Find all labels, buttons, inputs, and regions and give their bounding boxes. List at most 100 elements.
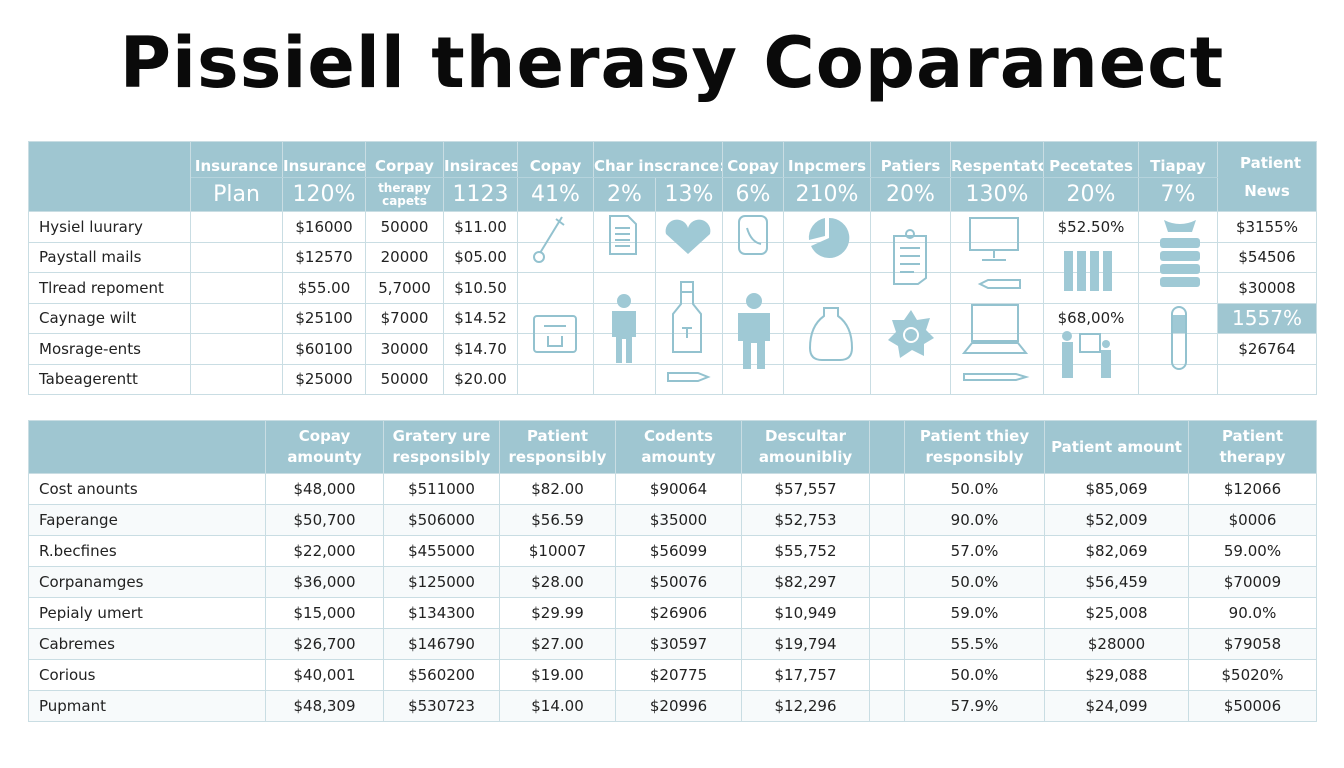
icon-cell <box>655 272 723 304</box>
icon-cell <box>517 302 594 334</box>
column-header: Patient amount <box>1044 420 1189 474</box>
column-header-value: 41% <box>517 177 594 212</box>
cell <box>869 659 905 691</box>
icon-cell <box>593 272 656 304</box>
icon-cell <box>950 211 1044 243</box>
cell: 50000 <box>365 211 444 243</box>
icon-cell <box>870 302 951 334</box>
cell: 50.0% <box>904 566 1045 598</box>
cell: $70009 <box>1188 566 1317 598</box>
column-header: Patiers <box>870 141 951 178</box>
column-header: Patient thiey responsibly <box>904 420 1045 474</box>
cell <box>869 504 905 536</box>
column-header-value: 20% <box>1043 177 1139 212</box>
cell: 50.0% <box>904 659 1045 691</box>
column-header-value: 1123 <box>443 177 518 212</box>
cell: 20000 <box>365 241 444 273</box>
cell: $35000 <box>615 504 742 536</box>
cell: 59.00% <box>1188 535 1317 567</box>
row-label: Caynage wilt <box>28 302 191 334</box>
cell: $48,309 <box>265 690 384 722</box>
cell: $29.99 <box>499 597 616 629</box>
cell-pecetates <box>1043 241 1139 273</box>
column-header-value: 2% <box>593 177 656 212</box>
table-row: Pupmant $48,309 $530723 $14.00 $20996 $12,296… <box>28 690 1317 722</box>
icon-cell <box>593 363 656 395</box>
icon-cell <box>950 272 1044 304</box>
icon-cell <box>655 241 723 273</box>
icon-cell <box>1138 333 1218 365</box>
column-header-value: 210% <box>783 177 871 212</box>
icon-cell <box>950 302 1044 334</box>
cell-patient: $30008 <box>1217 272 1317 304</box>
cell: $11.00 <box>443 211 518 243</box>
column-header: Patient therapy <box>1188 420 1317 474</box>
cell: $52,753 <box>741 504 870 536</box>
cell <box>869 535 905 567</box>
icon-cell <box>655 211 723 243</box>
cell: $15,000 <box>265 597 384 629</box>
responsibility-table: Copay amounty Gratery ure responsibly Pati… <box>28 420 1317 722</box>
coverage-table: Insurance Insurance Corpay Insiraces Copay Ch… <box>28 141 1317 395</box>
table-row: Cabremes $26,700 $146790 $27.00 $30597 $19,79… <box>28 628 1317 660</box>
cell <box>869 473 905 505</box>
cell: $7000 <box>365 302 444 334</box>
table-row: Corious $40,001 $560200 $19.00 $20775 $17,757… <box>28 659 1317 691</box>
cell: $56099 <box>615 535 742 567</box>
cell: $14.70 <box>443 333 518 365</box>
cell: 50.0% <box>904 473 1045 505</box>
table-row: Mosrage-ents $60100 30000 $14.70 $26764 <box>28 333 1317 365</box>
cell: $146790 <box>383 628 500 660</box>
cell: $30597 <box>615 628 742 660</box>
cell: $50,700 <box>265 504 384 536</box>
cell: 30000 <box>365 333 444 365</box>
icon-cell <box>783 272 871 304</box>
icon-cell <box>517 241 594 273</box>
cell: $48,000 <box>265 473 384 505</box>
icon-cell <box>722 363 784 395</box>
cell: $12570 <box>282 241 366 273</box>
icon-cell <box>593 302 656 334</box>
cell: $50006 <box>1188 690 1317 722</box>
cell <box>190 333 283 365</box>
page-title: Pissiell therasy Coparanect <box>119 22 1225 104</box>
cell: $56.59 <box>499 504 616 536</box>
icon-cell <box>655 302 723 334</box>
column-header-value: 7% <box>1138 177 1218 212</box>
cell: $12,296 <box>741 690 870 722</box>
column-header: Patient responsibly <box>499 420 616 474</box>
cell <box>869 690 905 722</box>
column-header: Copay <box>722 141 784 178</box>
icon-cell <box>783 302 871 334</box>
icon-cell <box>593 333 656 365</box>
table-row: R.becfines $22,000 $455000 $10007 $56099 $55,… <box>28 535 1317 567</box>
row-label: Paystall mails <box>28 241 191 273</box>
column-header: Respentatce <box>950 141 1044 178</box>
cell: $79058 <box>1188 628 1317 660</box>
row-label: Cost anounts <box>28 473 266 505</box>
cell: $56,459 <box>1044 566 1189 598</box>
cell-patient: $3155% <box>1217 211 1317 243</box>
icon-cell <box>517 211 594 243</box>
icon-cell <box>722 302 784 334</box>
column-header: Inpcmers <box>783 141 871 178</box>
cell: $60100 <box>282 333 366 365</box>
column-header-value: 6% <box>722 177 784 212</box>
cell: $560200 <box>383 659 500 691</box>
column-header: Corpay <box>365 141 444 178</box>
icon-cell <box>517 333 594 365</box>
cell-patient: $26764 <box>1217 333 1317 365</box>
header-values-row: Plan 120% therapy capets 1123 41% 2% 13% 6% 210%… <box>29 177 1317 212</box>
cell: $82,297 <box>741 566 870 598</box>
column-header: Descultar amounibliy <box>741 420 870 474</box>
column-header-patient-news: Patient News <box>1217 141 1317 212</box>
icon-cell <box>783 363 871 395</box>
column-header: Pecetates <box>1043 141 1139 178</box>
header-corner <box>28 141 191 212</box>
icon-cell <box>655 363 723 395</box>
cell: 57.0% <box>904 535 1045 567</box>
column-header-value: Plan <box>190 177 283 212</box>
row-label: Faperange <box>28 504 266 536</box>
cell: 90.0% <box>904 504 1045 536</box>
icon-cell <box>950 241 1044 273</box>
